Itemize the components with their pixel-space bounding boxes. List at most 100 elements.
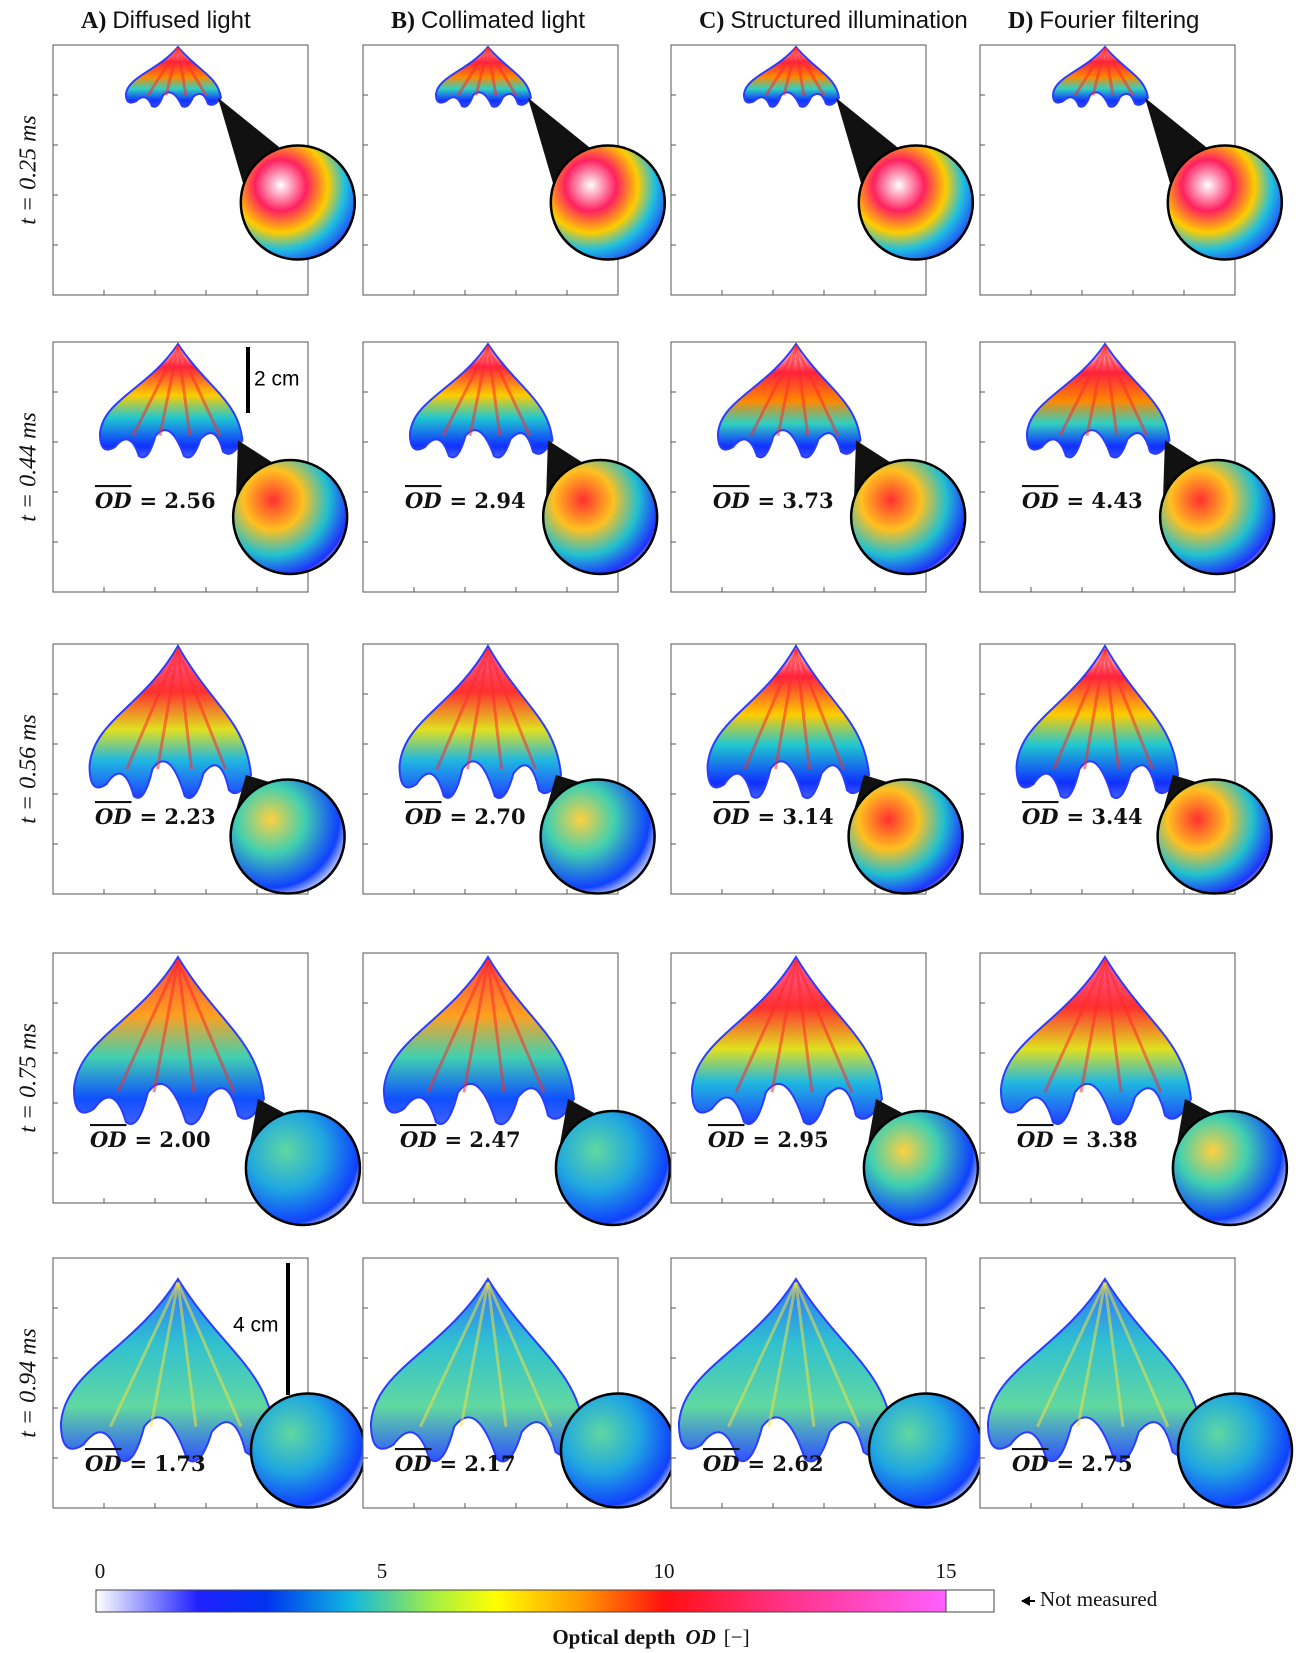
od-symbol: OD bbox=[713, 488, 750, 513]
panel: OD= 3.14 bbox=[671, 644, 963, 894]
zoom-circle bbox=[541, 780, 655, 894]
od-label: OD = 3.73 bbox=[713, 488, 834, 513]
zoom-circle bbox=[246, 1111, 360, 1225]
column-title: Fourier filtering bbox=[1039, 7, 1199, 34]
od-symbol: OD bbox=[1012, 1451, 1049, 1476]
colorbar-symbol: OD bbox=[685, 1625, 715, 1649]
od-label: OD = 2.23 bbox=[95, 804, 216, 829]
od-symbol: OD bbox=[95, 488, 132, 513]
zoom-circle bbox=[241, 146, 355, 260]
od-value: = 2.00 bbox=[135, 1127, 211, 1152]
od-label: OD= 2.00 bbox=[90, 1127, 211, 1152]
od-label: OD = 2.62 bbox=[703, 1451, 824, 1476]
od-label: OD= 2.75 bbox=[1012, 1451, 1133, 1476]
od-symbol: OD bbox=[703, 1451, 740, 1476]
colorbar-tick-label: 10 bbox=[654, 1559, 675, 1583]
panel: OD = 2.17 bbox=[363, 1258, 675, 1508]
colorbar bbox=[96, 1590, 946, 1612]
od-value: = 2.17 bbox=[440, 1451, 516, 1476]
panel bbox=[980, 45, 1282, 295]
zoom-circle bbox=[849, 780, 963, 894]
panel: OD= 2.47 bbox=[363, 953, 670, 1225]
time-label: t = 0.75 ms bbox=[16, 1023, 42, 1133]
zoom-circle bbox=[851, 460, 965, 574]
column-header: A)Diffused light bbox=[81, 7, 251, 34]
column-header: B)Collimated light bbox=[391, 7, 585, 34]
zoom-circle bbox=[551, 146, 665, 260]
panel bbox=[363, 45, 665, 295]
od-value: = 2.70 bbox=[450, 804, 526, 829]
panel bbox=[671, 45, 973, 295]
od-label: OD = 1.73 bbox=[85, 1451, 206, 1476]
panel: OD= 2.94 bbox=[363, 342, 657, 592]
od-symbol: OD bbox=[708, 1127, 745, 1152]
od-symbol: OD bbox=[1017, 1127, 1054, 1152]
od-value: = 2.62 bbox=[748, 1451, 824, 1476]
od-label: OD= 2.94 bbox=[405, 488, 526, 513]
time-label: t = 0.44 ms bbox=[16, 412, 42, 522]
zoom-circle bbox=[561, 1394, 675, 1508]
column-letter: A) bbox=[81, 8, 106, 34]
od-label: OD = 2.70 bbox=[405, 804, 526, 829]
colorbar-tick-label: 0 bbox=[95, 1559, 106, 1583]
not-measured-box bbox=[946, 1590, 994, 1612]
figure: A)Diffused light B)Collimated light C)Stru… bbox=[0, 0, 1303, 1653]
panel: OD= 2.00 bbox=[53, 953, 360, 1225]
scale-label: 4 cm bbox=[233, 1314, 279, 1337]
column-letter: B) bbox=[391, 8, 415, 34]
zoom-circle bbox=[864, 1111, 978, 1225]
od-symbol: OD bbox=[405, 804, 442, 829]
zoom-circle bbox=[543, 460, 657, 574]
zoom-circle bbox=[1173, 1111, 1287, 1225]
panel: OD = 1.73 bbox=[53, 1258, 365, 1508]
od-label: OD = 3.44 bbox=[1022, 804, 1143, 829]
od-label: OD = 2.17 bbox=[395, 1451, 516, 1476]
od-symbol: OD bbox=[395, 1451, 432, 1476]
od-value: = 3.14 bbox=[758, 804, 834, 829]
od-symbol: OD bbox=[85, 1451, 122, 1476]
panel: OD= 3.38 bbox=[980, 953, 1287, 1225]
od-symbol: OD bbox=[95, 804, 132, 829]
od-symbol: OD bbox=[1022, 804, 1059, 829]
column-title: Collimated light bbox=[421, 7, 585, 34]
zoom-circle bbox=[1158, 780, 1272, 894]
od-label: OD= 2.47 bbox=[400, 1127, 521, 1152]
zoom-circle bbox=[233, 460, 347, 574]
od-value: = 2.94 bbox=[450, 488, 526, 513]
time-label: t = 0.94 ms bbox=[16, 1328, 42, 1438]
zoom-circle bbox=[556, 1111, 670, 1225]
od-value: = 2.56 bbox=[140, 488, 216, 513]
od-label: OD= 4.43 bbox=[1022, 488, 1143, 513]
od-label: OD = 2.56 bbox=[95, 488, 216, 513]
od-symbol: OD bbox=[1022, 488, 1059, 513]
panel: OD= 4.43 bbox=[980, 342, 1274, 592]
zoom-circle bbox=[859, 146, 973, 260]
scale-label: 2 cm bbox=[254, 368, 300, 391]
time-label: t = 0.25 ms bbox=[16, 115, 42, 225]
od-value: = 3.73 bbox=[758, 488, 834, 513]
colorbar-tick-label: 15 bbox=[936, 1559, 957, 1583]
zoom-circle bbox=[1168, 146, 1282, 260]
panels: A)Diffused light B)Collimated light C)Stru… bbox=[16, 7, 1293, 1508]
column-letter: C) bbox=[699, 8, 724, 34]
column-title: Structured illumination bbox=[730, 7, 967, 34]
od-value: = 2.95 bbox=[753, 1127, 829, 1152]
od-value: = 3.44 bbox=[1067, 804, 1143, 829]
od-value: = 1.73 bbox=[130, 1451, 206, 1476]
panel: OD= 2.75 bbox=[980, 1258, 1292, 1508]
column-letter: D) bbox=[1008, 8, 1033, 34]
panel: OD = 2.70 bbox=[363, 644, 655, 894]
od-value: = 2.23 bbox=[140, 804, 216, 829]
colorbar-title: Optical depthOD[−] bbox=[552, 1625, 749, 1649]
colorbar-tick-label: 5 bbox=[377, 1559, 388, 1583]
panel: OD = 3.44 bbox=[980, 644, 1272, 894]
arrow-head bbox=[1021, 1596, 1030, 1606]
zoom-circle bbox=[1160, 460, 1274, 574]
od-label: OD = 2.95 bbox=[708, 1127, 829, 1152]
zoom-circle bbox=[251, 1394, 365, 1508]
not-measured: Not measured bbox=[1040, 1587, 1158, 1611]
panel bbox=[53, 45, 355, 295]
zoom-circle bbox=[869, 1394, 983, 1508]
colorbar-unit: [−] bbox=[724, 1625, 750, 1649]
od-label: OD= 3.14 bbox=[713, 804, 834, 829]
